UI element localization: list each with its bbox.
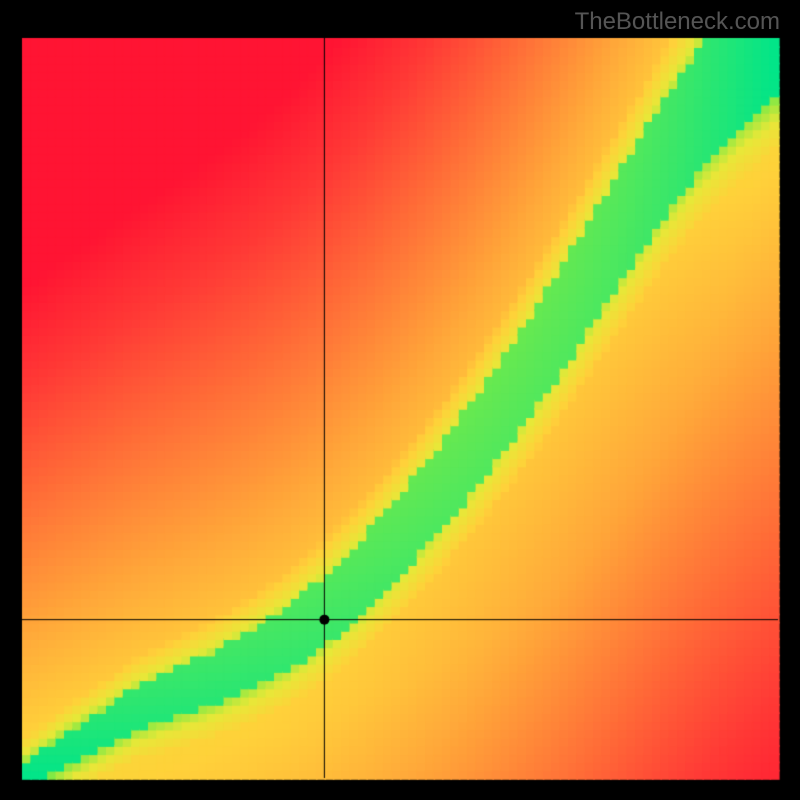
heatmap-container (0, 0, 800, 805)
watermark-text: TheBottleneck.com (575, 8, 780, 36)
bottleneck-heatmap (0, 0, 800, 800)
